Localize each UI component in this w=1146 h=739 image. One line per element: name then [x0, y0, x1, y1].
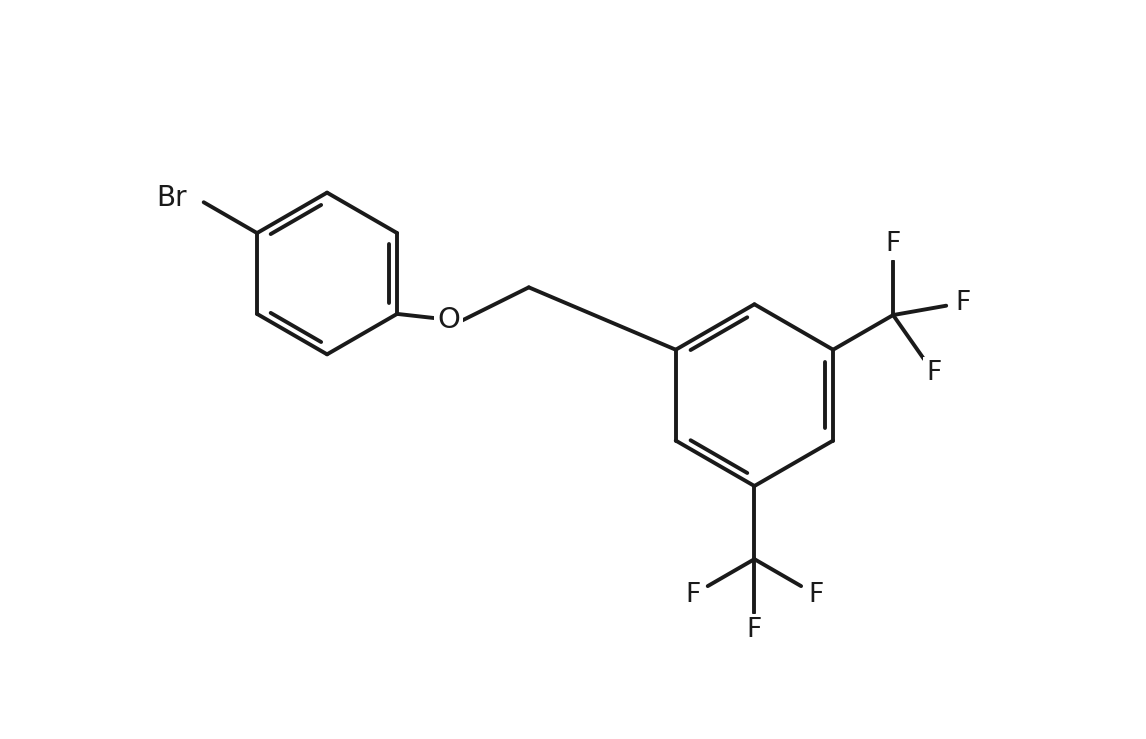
Text: F: F: [685, 582, 700, 607]
Text: O: O: [438, 306, 461, 334]
Text: F: F: [808, 582, 823, 607]
Text: F: F: [747, 617, 762, 643]
Text: F: F: [886, 231, 901, 257]
Text: F: F: [926, 360, 941, 386]
Text: F: F: [956, 290, 971, 316]
Text: Br: Br: [156, 185, 187, 212]
